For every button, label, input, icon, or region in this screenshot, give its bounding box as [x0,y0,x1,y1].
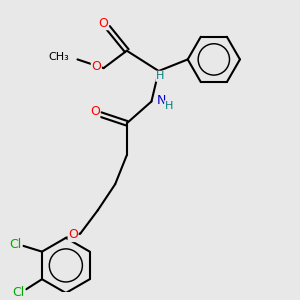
Text: Cl: Cl [13,286,25,299]
Text: O: O [92,60,101,73]
Text: H: H [156,71,164,81]
Text: Cl: Cl [10,238,22,251]
Text: N: N [157,94,166,106]
Text: O: O [90,105,100,118]
Text: O: O [99,16,109,30]
Text: CH₃: CH₃ [48,52,69,61]
Text: H: H [165,101,173,111]
Text: O: O [68,229,78,242]
